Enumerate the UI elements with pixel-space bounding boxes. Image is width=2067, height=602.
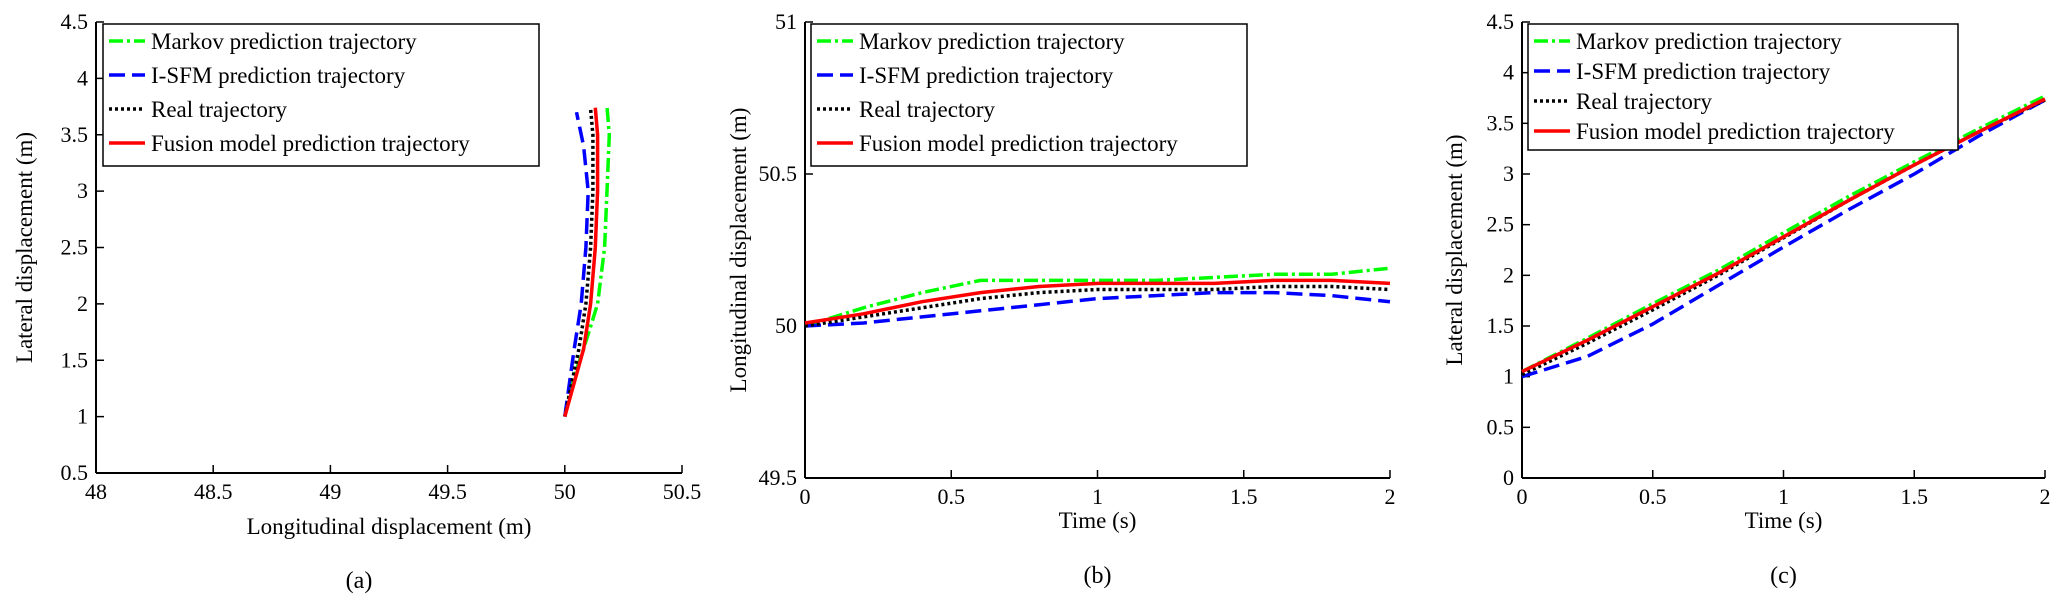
y-tick-label: 1.5: [1487, 313, 1515, 338]
x-axis-label: Time (s): [1059, 508, 1137, 533]
series-line-isfm: [563, 111, 590, 417]
x-tick-label: 0.5: [938, 484, 966, 509]
legend-label-real: Real trajectory: [1576, 89, 1713, 114]
series-line-isfm: [804, 290, 1391, 328]
figure-caption: (c): [1770, 563, 1797, 589]
y-tick-label: 4: [77, 65, 88, 90]
series-line-fusion: [563, 107, 600, 418]
figure-caption: (a): [346, 568, 373, 594]
legend-box: [810, 23, 1248, 167]
legend: Markov prediction trajectory I-SFM predic…: [810, 23, 1248, 167]
legend-label-real: Real trajectory: [151, 97, 288, 122]
legend-label-isfm: I-SFM prediction trajectory: [859, 63, 1114, 88]
legend: Markov prediction trajectory I-SFM predic…: [1527, 23, 1959, 151]
x-tick-label: 1.5: [1901, 484, 1929, 509]
x-tick-label: 2: [2040, 484, 2051, 509]
y-tick-label: 1: [1503, 364, 1514, 389]
y-tick-label: 50.5: [759, 161, 798, 186]
legend-label-real: Real trajectory: [859, 97, 996, 122]
y-tick-label: 3: [1503, 161, 1514, 186]
y-tick-label: 2: [1503, 262, 1514, 287]
legend-label-markov: Markov prediction trajectory: [859, 29, 1125, 54]
x-tick-label: 1: [1778, 484, 1789, 509]
y-tick-label: 3: [77, 178, 88, 203]
legend-label-fusion: Fusion model prediction trajectory: [151, 131, 470, 156]
y-tick-label: 49.5: [759, 465, 798, 490]
legend: Markov prediction trajectory I-SFM predic…: [102, 23, 540, 167]
chart-panel: 0 0.5 1 1.5 2 0 0.5 1 1.5 2 2.5 3 3.5 4 4.5 Time (s) Lat…: [1442, 9, 2051, 589]
y-tick-label: 51: [775, 9, 797, 34]
x-tick-label: 0.5: [1639, 484, 1667, 509]
x-tick-label: 49: [319, 479, 341, 504]
x-tick-label: 0: [800, 484, 811, 509]
legend-label-isfm: I-SFM prediction trajectory: [151, 63, 406, 88]
y-tick-label: 2: [77, 291, 88, 316]
y-tick-label: 1: [77, 404, 88, 429]
x-tick-label: 50.5: [663, 479, 702, 504]
legend-label-markov: Markov prediction trajectory: [1576, 29, 1842, 54]
y-tick-label: 3.5: [1487, 110, 1515, 135]
y-tick-label: 4.5: [61, 9, 89, 34]
x-axis-label: Longitudinal displacement (m): [247, 514, 532, 539]
y-tick-label: 0.5: [1487, 414, 1515, 439]
series-line-fusion: [804, 278, 1391, 325]
y-tick-label: 1.5: [61, 347, 89, 372]
y-tick-label: 3.5: [61, 122, 89, 147]
x-axis-label: Time (s): [1745, 508, 1823, 533]
x-tick-label: 0: [1517, 484, 1528, 509]
figure-caption: (b): [1084, 563, 1112, 589]
chart-panel: 0 0.5 1 1.5 2 49.5 50 50.5 51 Time (s) Longitudina…: [726, 9, 1396, 589]
legend-label-fusion: Fusion model prediction trajectory: [1576, 119, 1895, 144]
y-tick-label: 2.5: [1487, 212, 1515, 237]
y-tick-label: 4: [1503, 60, 1514, 85]
series-line-real: [804, 284, 1391, 328]
x-tick-label: 48: [85, 479, 107, 504]
y-axis-label: Longitudinal displacement (m): [726, 108, 751, 393]
x-tick-label: 50: [554, 479, 576, 504]
y-axis-label: Lateral displacement (m): [1442, 134, 1467, 365]
y-tick-label: 0.5: [61, 460, 89, 485]
chart-panel: 48 48.5 49 49.5 50 50.5 0.5 1 1.5 2 2.5 3 3.5 4 4.5 Lon…: [12, 9, 701, 594]
legend-label-fusion: Fusion model prediction trajectory: [859, 131, 1178, 156]
x-tick-label: 49.5: [428, 479, 467, 504]
legend-box: [102, 23, 540, 167]
legend-box: [1527, 23, 1959, 151]
legend-label-markov: Markov prediction trajectory: [151, 29, 417, 54]
y-tick-label: 50: [775, 313, 797, 338]
x-tick-label: 48.5: [194, 479, 233, 504]
series-line-markov: [804, 266, 1391, 328]
y-tick-label: 2.5: [61, 235, 89, 260]
x-tick-label: 1.5: [1230, 484, 1258, 509]
x-tick-label: 2: [1385, 484, 1396, 509]
series-line-markov: [563, 106, 612, 417]
y-axis-label: Lateral displacement (m): [12, 132, 37, 363]
legend-label-isfm: I-SFM prediction trajectory: [1576, 59, 1831, 84]
x-tick-label: 1: [1092, 484, 1103, 509]
y-tick-label: 4.5: [1487, 9, 1515, 34]
y-tick-label: 0: [1503, 465, 1514, 490]
